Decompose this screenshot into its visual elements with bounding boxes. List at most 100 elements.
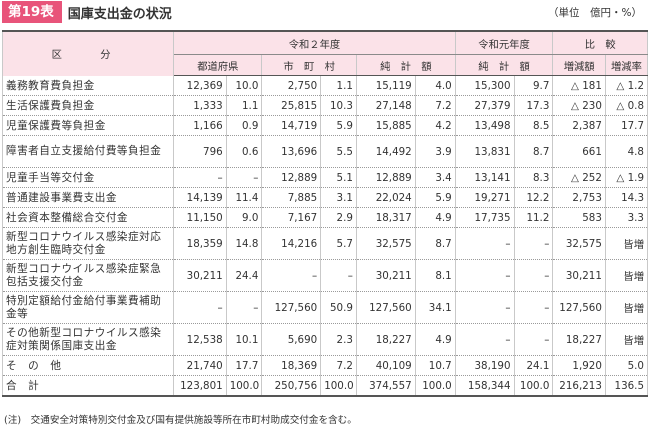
cell-value: 12,889 [355,167,416,188]
cell-value: 10.1 [226,323,263,356]
cell-value: – [514,323,554,356]
cell-value: 14.8 [226,227,263,260]
table-row: そ の 他 21,740 17.7 18,369 7.2 40,109 10.7 38,190… [1,355,649,376]
cell-value: 18,359 [173,227,227,260]
cell-value: 4.9 [415,207,456,228]
cell-value: 7.2 [415,95,456,116]
cell-value: 7.2 [320,355,357,376]
cell-value: 13,141 [454,167,515,188]
cell-value: 123,801 [173,375,227,396]
cell-value: 11.4 [226,187,263,208]
table-row: その他新型コロナウイルス感染症対策関係国庫支出金 12,538 10.1 5,690 2… [1,323,649,356]
cell-value: 8.5 [514,115,554,136]
cell-value: 皆増 [604,227,649,260]
cell-value: 19,271 [454,187,515,208]
cell-value: 25,815 [261,95,322,116]
header-net-r2: 純 計 額 [355,54,456,76]
cell-value: 14.3 [604,187,649,208]
cell-value: 5,690 [261,323,322,356]
row-label: その他新型コロナウイルス感染症対策関係国庫支出金 [1,323,175,356]
cell-value: 12,369 [173,75,227,96]
cell-value: 21,740 [173,355,227,376]
table-row: 義務教育費負担金 12,369 10.0 2,750 1.1 15,119 4.0 15,30… [1,75,649,96]
cell-value: 4.2 [415,115,456,136]
cell-value: – [320,259,357,292]
cell-value: 10.0 [226,75,263,96]
title-bar: 第19表 国庫支出金の状況 [0,0,650,24]
cell-value: 9.7 [514,75,554,96]
cell-value: – [514,291,554,324]
cell-value: 0.6 [226,135,263,168]
cell-value: 17,735 [454,207,515,228]
table-row: 児童保護費等負担金 1,166 0.9 14,719 5.9 15,885 4.2 13,49… [1,115,649,136]
cell-value: △ 230 [552,95,606,116]
cell-value: – [226,167,263,188]
cell-value: 1,166 [173,115,227,136]
cell-value: – [454,291,515,324]
cell-value: 100.0 [514,375,554,396]
cell-value: 32,575 [355,227,416,260]
cell-value: 250,756 [261,375,322,396]
cell-value: 13,831 [454,135,515,168]
cell-value: 2,387 [552,115,606,136]
cell-value: 27,148 [355,95,416,116]
cell-value: 127,560 [355,291,416,324]
cell-value: 皆増 [604,323,649,356]
cell-value: 30,211 [552,259,606,292]
cell-value: 38,190 [454,355,515,376]
cell-value: △ 1.9 [604,167,649,188]
cell-value: 5.9 [320,115,357,136]
row-label: 社会資本整備総合交付金 [1,207,175,228]
row-label: 新型コロナウイルス感染症対応地方創生臨時交付金 [1,227,175,260]
cell-value: 30,211 [173,259,227,292]
cell-value: 0.9 [226,115,263,136]
cell-value: 24.4 [226,259,263,292]
header-prefecture: 都道府県 [173,54,263,76]
cell-value: △ 1.2 [604,75,649,96]
cell-value: 24.1 [514,355,554,376]
cell-value: 18,227 [552,323,606,356]
cell-value: 216,213 [552,375,606,396]
cell-value: 127,560 [552,291,606,324]
cell-value: 12,889 [261,167,322,188]
cell-value: 18,317 [355,207,416,228]
cell-value: – [226,291,263,324]
cell-value: 34.1 [415,291,456,324]
cell-value: 皆増 [604,259,649,292]
cell-value: 皆増 [604,291,649,324]
header-r1: 令和元年度 [454,30,554,55]
cell-value: 8.3 [514,167,554,188]
cell-value: 18,227 [355,323,416,356]
cell-value: 374,557 [355,375,416,396]
table-row: 新型コロナウイルス感染症対応地方創生臨時交付金 18,359 14.8 14,216 5… [1,227,649,260]
cell-value: 14,719 [261,115,322,136]
header-net-r1: 純 計 額 [454,54,554,76]
table-body: 義務教育費負担金 12,369 10.0 2,750 1.1 15,119 4.0 15,30… [1,75,649,396]
table-row: 障害者自立支援給付費等負担金 796 0.6 13,696 5.5 14,492 3.9 13… [1,135,649,168]
cell-value: 18,369 [261,355,322,376]
cell-value: 8.1 [415,259,456,292]
table-row: 生活保護費負担金 1,333 1.1 25,815 10.3 27,148 7.2 27,37… [1,95,649,116]
cell-value: 12,538 [173,323,227,356]
row-label: 児童保護費等負担金 [1,115,175,136]
cell-value: – [261,259,322,292]
cell-value: 2,750 [261,75,322,96]
cell-value: 100.0 [415,375,456,396]
cell-value: 7,167 [261,207,322,228]
cell-value: 127,560 [261,291,322,324]
table-row: 児童手当等交付金 – –12,889 5.1 12,889 3.4 13,141 8.3 △ 2… [1,167,649,188]
cell-value: 796 [173,135,227,168]
cell-value: △ 181 [552,75,606,96]
row-label: 特別定額給付金給付事業費補助金等 [1,291,175,324]
cell-value: 100.0 [226,375,263,396]
cell-value: 4.9 [415,323,456,356]
cell-value: 1.1 [320,75,357,96]
cell-value: 15,300 [454,75,515,96]
table-row: 普通建設事業費支出金 14,139 11.4 7,885 3.1 22,024 5.9 19,… [1,187,649,208]
cell-value: 4.8 [604,135,649,168]
cell-value: 12.2 [514,187,554,208]
cell-value: 14,216 [261,227,322,260]
header-compare: 比 較 [552,30,648,55]
row-label: 合 計 [1,375,175,396]
cell-value: 158,344 [454,375,515,396]
